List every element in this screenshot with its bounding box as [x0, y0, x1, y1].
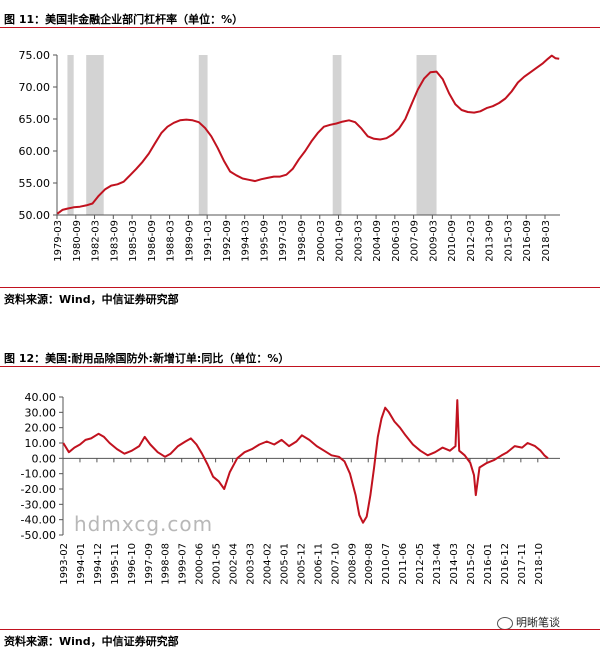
chart1-x-tick-label: 2015-03	[503, 220, 514, 262]
chart2-x-tick-label: 2017-11	[517, 543, 528, 585]
chart2-y-tick-label: 0.00	[32, 452, 57, 465]
chart1-x-tick-label: 1992-09	[222, 220, 233, 262]
chart2-source: 资料来源：Wind，中信证券研究部	[4, 635, 179, 648]
chart1-x-tick-label: 1995-09	[259, 220, 270, 262]
chart1-x-tick-label: 1980-09	[72, 220, 83, 262]
chart2-x-tick-label: 2012-05	[415, 543, 426, 585]
chart2-y-tick-label: -20.00	[21, 483, 56, 496]
chart1-recession-band	[332, 55, 342, 215]
chart1-y-tick-label: 70.00	[19, 81, 51, 94]
chart2-x-tick-label: 1997-09	[144, 543, 155, 585]
chart2-x-tick-label: 2014-03	[449, 543, 460, 585]
chart1-y-tick-label: 60.00	[19, 145, 51, 158]
chart2-x-tick-label: 2013-04	[432, 543, 443, 585]
chart2-y-tick-label: -30.00	[21, 498, 56, 511]
chart1-recession-band	[416, 55, 437, 215]
chart2-svg: -50.00 -40.00 -30.00 -20.00 -10.00 0.00 10.00 2…	[21, 391, 560, 585]
chart1-x-tick-label: 2007-09	[410, 220, 421, 262]
chart1-recession-band	[86, 55, 104, 215]
chart1-x-tick-label: 1997-03	[278, 220, 289, 262]
chart2-x-tick-label: 1999-07	[178, 543, 189, 585]
chart2-x-tick-label: 2008-09	[347, 543, 358, 585]
chart1-y-tick-label: 75.00	[19, 49, 51, 62]
chart1-x-tick-label: 1986-09	[147, 220, 158, 262]
chart2-x-tick-label: 2003-03	[246, 543, 257, 585]
chart1-x-tick-label: 2001-09	[335, 220, 346, 262]
chart1-x-tick-label: 1982-03	[91, 220, 102, 262]
chart2-x-tick-label: 2015-02	[466, 543, 477, 585]
chart1-x-tick-label: 2016-09	[522, 220, 533, 262]
chart1-y-tick-label: 50.00	[19, 209, 51, 222]
chart1-top-rule	[0, 27, 600, 28]
chart2-y-tick-label: -40.00	[21, 514, 56, 527]
wechat-icon	[497, 616, 513, 630]
chart2-y-tick-label: 10.00	[25, 437, 57, 450]
chart2-x-tick-label: 2007-10	[330, 543, 341, 585]
chart2-x-tick-label: 2001-05	[212, 543, 223, 585]
chart2-x-tick-label: 2005-01	[279, 543, 290, 585]
chart2-x-tick-label: 2010-07	[381, 543, 392, 585]
chart2-y-tick-label: -50.00	[21, 529, 56, 542]
chart1-x-tick-label: 1979-03	[53, 220, 64, 262]
chart1-x-tick-label: 2018-03	[541, 220, 552, 262]
chart1-x-tick-label: 2004-09	[372, 220, 383, 262]
chart1-x-tick-label: 1994-03	[241, 220, 252, 262]
chart2-x-tick-label: 2002-04	[229, 543, 240, 585]
chart1-x-tick-label: 1989-09	[184, 220, 195, 262]
chart2-x-tick-label: 2000-06	[195, 543, 206, 585]
chart2-y-tick-label: -10.00	[21, 468, 56, 481]
chart1-title: 图 11：美国非金融企业部门杠杆率（单位：%）	[4, 13, 244, 26]
chart2-x-tick-label: 2005-12	[296, 543, 307, 585]
chart2-y-tick-label: 30.00	[25, 406, 57, 419]
watermark: hdmxcg.com	[74, 512, 214, 536]
chart2-x-tick-label: 2011-06	[398, 543, 409, 585]
chart1-y-tick-label: 55.00	[19, 177, 51, 190]
chart1-svg: 50.00 55.00 60.00 65.00 70.00 75.00 1979-03 198…	[19, 49, 560, 262]
chart1-series-line	[56, 54, 560, 215]
chart1-x-tick-label: 2010-09	[447, 220, 458, 262]
chart1-x-tick-label: 1983-09	[109, 220, 120, 262]
chart2-title: 图 12：美国:耐用品除国防外:新增订单:同比（单位：%）	[4, 352, 290, 365]
chart1-recession-band	[198, 55, 208, 215]
chart2-x-tick-label: 2016-12	[500, 543, 511, 585]
chart1-x-tick-label: 1991-03	[203, 220, 214, 262]
chart1-x-tick-label: 1988-03	[166, 220, 177, 262]
chart2-x-tick-label: 1995-11	[110, 543, 121, 585]
chart2-x-tick-label: 2018-10	[534, 543, 545, 585]
chart2-x-tick-label: 1994-12	[93, 543, 104, 585]
chart1-x-tick-label: 1985-03	[128, 220, 139, 262]
chart2-y-tick-label: 20.00	[25, 422, 57, 435]
chart2-x-tick-label: 1993-02	[59, 543, 70, 585]
chart1-y-tick-label: 65.00	[19, 113, 51, 126]
chart2-x-tick-label: 1994-01	[76, 543, 87, 585]
chart2-x-tick-label: 2016-01	[483, 543, 494, 585]
chart2-x-tick-label: 2004-02	[262, 543, 273, 585]
chart1-x-tick-label: 1998-09	[297, 220, 308, 262]
chart1-bottom-rule	[0, 287, 600, 288]
wechat-text: 明晰笔谈	[516, 616, 560, 629]
chart1-source: 资料来源：Wind，中信证券研究部	[4, 293, 179, 306]
chart2-x-tick-label: 1996-10	[127, 543, 138, 585]
chart1-x-tick-label: 2003-03	[353, 220, 364, 262]
chart1-x-tick-label: 2009-03	[428, 220, 439, 262]
chart1-x-tick-label: 2013-09	[485, 220, 496, 262]
wechat-label: 明晰笔谈	[497, 614, 560, 630]
chart2-series-line	[62, 399, 549, 524]
chart1-recession-band	[67, 55, 74, 215]
chart2-bottom-rule	[0, 629, 600, 630]
chart1-x-tick-label: 2012-03	[466, 220, 477, 262]
chart2-y-tick-label: 40.00	[25, 391, 57, 404]
chart2-x-tick-label: 1998-08	[161, 543, 172, 585]
chart2-top-rule	[0, 366, 600, 367]
chart1-x-tick-label: 2000-03	[316, 220, 327, 262]
chart2-x-tick-label: 2009-08	[364, 543, 375, 585]
chart1-x-tick-label: 2006-03	[391, 220, 402, 262]
chart2-x-tick-label: 2006-11	[313, 543, 324, 585]
